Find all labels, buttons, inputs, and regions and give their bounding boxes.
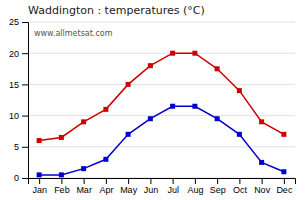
tick: May [120,178,138,195]
tick: Mar [76,178,92,195]
tick-label: Apr [99,185,113,195]
tick-mark [22,84,28,85]
tick: 0 [14,173,28,183]
tick-mark [150,178,151,184]
grid-line [28,53,295,54]
tick-label: Aug [187,185,203,195]
tick-mark [22,53,28,54]
grid [28,22,295,178]
marker [37,172,42,177]
tick: Jun [144,178,159,195]
grid-line [28,115,295,116]
tick-mark [195,178,196,184]
tick: Jan [32,178,47,195]
axis-line [29,179,296,185]
tick: 5 [14,142,28,152]
marker [81,166,86,171]
tick-label: Jun [144,185,159,195]
tick-label: 25 [9,17,19,27]
tick-mark [39,178,40,184]
tick-mark [22,22,28,23]
marker [170,104,175,109]
tick-label: 10 [9,111,19,121]
tick: Sep [210,178,226,195]
tick-mark [84,178,85,184]
tick: Dec [276,178,293,195]
x-axis: Jan Feb Mar Apr May Jun Jul Aug Sep Oct Nov Dec [29,178,296,195]
tick-label: Nov [254,185,271,195]
tick-label: Jul [167,185,179,195]
marker [81,119,86,124]
tick-label: Dec [276,185,293,195]
tick-mark [22,178,28,179]
tick: Feb [54,178,70,195]
axis-line [22,23,29,179]
marker [259,160,264,165]
tick-mark [262,178,263,184]
tick-mark [61,178,62,184]
marker [59,135,64,140]
tick-mark [239,178,240,184]
marker [148,116,153,121]
tick: Nov [254,178,271,195]
markers [37,104,287,178]
tick: 20 [9,49,28,59]
marker [237,88,242,93]
tick: Apr [99,178,113,195]
tick-label: 20 [9,49,19,59]
tick: 15 [9,80,28,90]
tick-mark [217,178,218,184]
tick-label: 0 [14,173,19,183]
marker [103,157,108,162]
tick-label: Oct [233,185,248,195]
chart: 0 5 10 15 20 25 Jan Feb Mar Apr May Jun Jul Aug Sep Oct… [0,0,305,200]
marker [215,116,220,121]
tick-mark [128,178,129,184]
annotation: www.allmetsat.com [34,29,113,38]
tick-label: Sep [210,185,226,195]
marker [192,51,197,56]
tick-label: Jan [32,185,47,195]
marker [37,138,42,143]
marker [170,51,175,56]
marker [281,169,286,174]
tick: Aug [187,178,203,195]
marker [192,104,197,109]
tick: 25 [9,17,28,27]
tick: Oct [233,178,248,195]
grid-line [28,84,295,85]
marker [237,132,242,137]
grid-line [28,22,295,23]
line [39,53,284,140]
tick: Jul [167,178,179,195]
tick-mark [106,178,107,184]
marker [215,66,220,71]
marker [281,132,286,137]
line [39,106,284,175]
marker [148,63,153,68]
tick-mark [284,178,285,184]
marker [103,107,108,112]
marker [126,132,131,137]
title: Waddington : temperatures (°C) [28,4,205,17]
tick-label: 5 [14,142,19,152]
markers [37,51,287,143]
tick-label: May [120,185,138,195]
tick-mark [22,116,28,117]
tick-mark [22,147,28,148]
plot: 0 5 10 15 20 25 Jan Feb Mar Apr May Jun Jul Aug Sep Oct… [9,17,296,195]
grid-line [28,146,295,147]
tick: 10 [9,111,28,121]
marker [59,172,64,177]
y-axis: 0 5 10 15 20 25 [9,17,29,183]
marks [37,51,287,178]
tick-label: 15 [9,80,19,90]
tick-label: Feb [54,185,70,195]
tick-label: Mar [76,185,92,195]
marker [259,119,264,124]
tick-mark [173,178,174,184]
marker [126,82,131,87]
